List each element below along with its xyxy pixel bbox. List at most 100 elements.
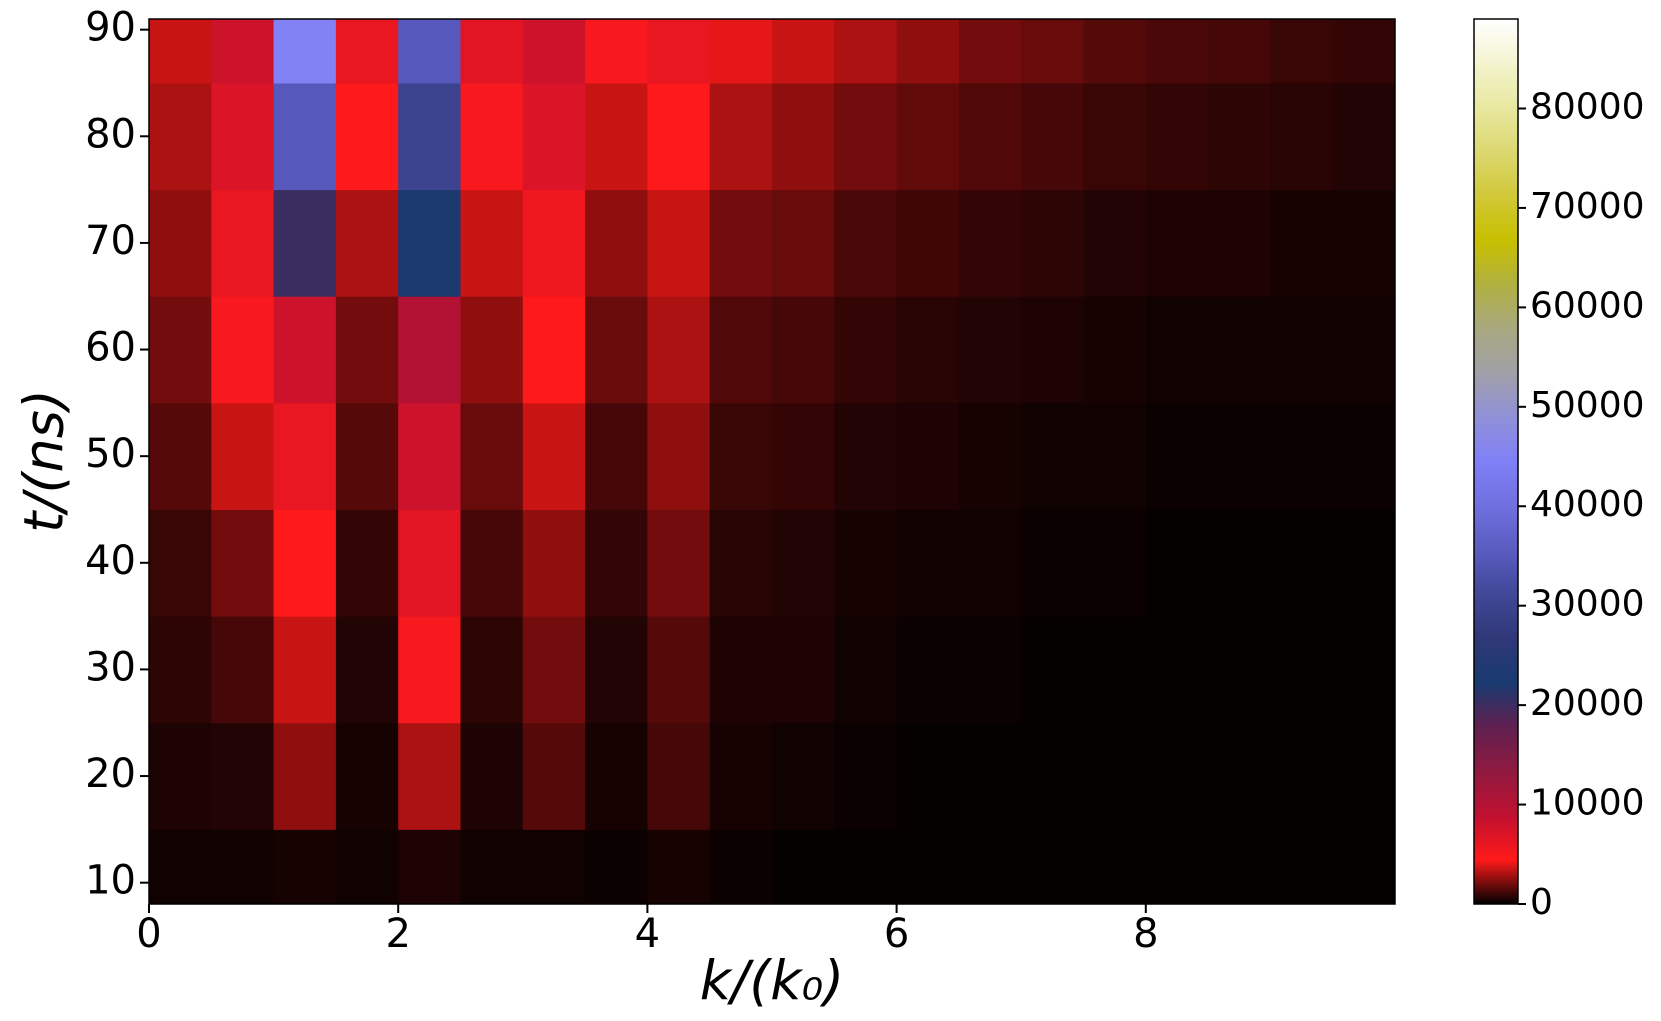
heatmap-cell <box>1145 829 1209 905</box>
heatmap-cell <box>1332 296 1396 404</box>
heatmap-cell <box>149 616 212 724</box>
heatmap-cell <box>772 296 835 404</box>
heatmap-cell <box>1332 402 1396 510</box>
heatmap-cell <box>772 19 835 84</box>
heatmap-cell <box>522 722 586 830</box>
colorbar-tick-label: 30000 <box>1530 584 1645 625</box>
heatmap-cell <box>647 509 711 617</box>
x-tick-label: 4 <box>635 911 660 957</box>
heatmap-cell <box>1208 402 1271 510</box>
heatmap-cell <box>398 509 461 617</box>
heatmap-cell <box>772 722 835 830</box>
heatmap-cell <box>834 829 898 905</box>
heatmap-cell <box>772 402 835 510</box>
heatmap-cell <box>1332 189 1396 297</box>
heatmap-cell <box>1145 296 1209 404</box>
heatmap-cell <box>896 829 960 905</box>
heatmap-cell <box>958 616 1022 724</box>
heatmap-cell <box>772 509 835 617</box>
heatmap-cell <box>1270 189 1334 297</box>
heatmap-cell <box>1270 402 1334 510</box>
heatmap-cell <box>335 829 399 905</box>
colorbar-tick-label: 0 <box>1530 882 1553 923</box>
heatmap-cell <box>647 82 711 191</box>
heatmap-cell <box>149 19 212 84</box>
heatmap-cell <box>1270 296 1334 404</box>
heatmap-cell <box>460 189 524 297</box>
heatmap-cell <box>149 722 212 830</box>
heatmap-cell <box>1208 189 1271 297</box>
heatmap-cell <box>522 829 586 905</box>
heatmap-cell <box>585 189 648 297</box>
heatmap-cell <box>585 509 648 617</box>
heatmap-cell <box>149 402 212 510</box>
heatmap-cell <box>896 82 960 191</box>
heatmap-cell <box>1145 616 1209 724</box>
heatmap-cell <box>522 296 586 404</box>
heatmap-cell <box>398 722 461 830</box>
y-tick-label: 20 <box>85 751 136 797</box>
colorbar-tick-label: 50000 <box>1530 385 1645 426</box>
heatmap-cell <box>1208 296 1271 404</box>
heatmap-cell <box>335 82 399 191</box>
heatmap-cell <box>211 189 275 297</box>
x-tick-label: 0 <box>136 911 161 957</box>
heatmap-cell <box>398 829 461 905</box>
y-axis-label: t/(ns) <box>13 389 76 533</box>
heatmap-cell <box>211 19 275 84</box>
heatmap-cell <box>834 82 898 191</box>
heatmap-cell <box>896 722 960 830</box>
heatmap-cell <box>1021 722 1084 830</box>
heatmap-cell <box>834 296 898 404</box>
heatmap-cell <box>211 509 275 617</box>
heatmap-cell <box>1145 19 1209 84</box>
heatmap-cell <box>1270 722 1334 830</box>
heatmap-cell <box>958 296 1022 404</box>
heatmap-cell <box>834 19 898 84</box>
heatmap-cell <box>398 82 461 191</box>
heatmap-cell <box>460 829 524 905</box>
heatmap-cell <box>834 722 898 830</box>
heatmap-cell <box>1270 19 1334 84</box>
heatmap-cell <box>1083 616 1147 724</box>
heatmap-cell <box>335 722 399 830</box>
heatmap-cell <box>896 402 960 510</box>
heatmap-cell <box>647 829 711 905</box>
heatmap-cell <box>1208 509 1271 617</box>
heatmap-cell <box>647 189 711 297</box>
heatmap-cell <box>273 402 337 510</box>
heatmap-cell <box>335 402 399 510</box>
heatmap-cell <box>709 829 773 905</box>
heatmap-cell <box>460 509 524 617</box>
x-tick-label: 8 <box>1133 911 1158 957</box>
heatmap-cell <box>149 296 212 404</box>
heatmap-cell <box>1083 722 1147 830</box>
x-tick-label: 2 <box>385 911 410 957</box>
heatmap-cell <box>1332 509 1396 617</box>
heatmap-cell <box>647 296 711 404</box>
heatmap-cell <box>398 19 461 84</box>
heatmap-cell <box>647 722 711 830</box>
heatmap-cell <box>1270 509 1334 617</box>
heatmap-cell <box>1208 829 1271 905</box>
heatmap-cell <box>958 402 1022 510</box>
colorbar <box>1473 18 1519 905</box>
heatmap-cell <box>335 296 399 404</box>
heatmap-cell <box>211 402 275 510</box>
heatmap-cell <box>149 509 212 617</box>
heatmap-cell <box>460 82 524 191</box>
heatmap-cell <box>709 402 773 510</box>
heatmap-cell <box>1332 616 1396 724</box>
heatmap-cell <box>1208 19 1271 84</box>
plot-frame <box>148 18 1396 905</box>
heatmap-cell <box>149 82 212 191</box>
heatmap-cell <box>1332 82 1396 191</box>
heatmap-cell <box>1083 296 1147 404</box>
heatmap-cell <box>273 509 337 617</box>
heatmap-cell <box>522 509 586 617</box>
heatmap-cell <box>709 616 773 724</box>
y-tick-label: 80 <box>85 111 136 157</box>
heatmap-cell <box>1021 402 1084 510</box>
heatmap-cell <box>1145 722 1209 830</box>
